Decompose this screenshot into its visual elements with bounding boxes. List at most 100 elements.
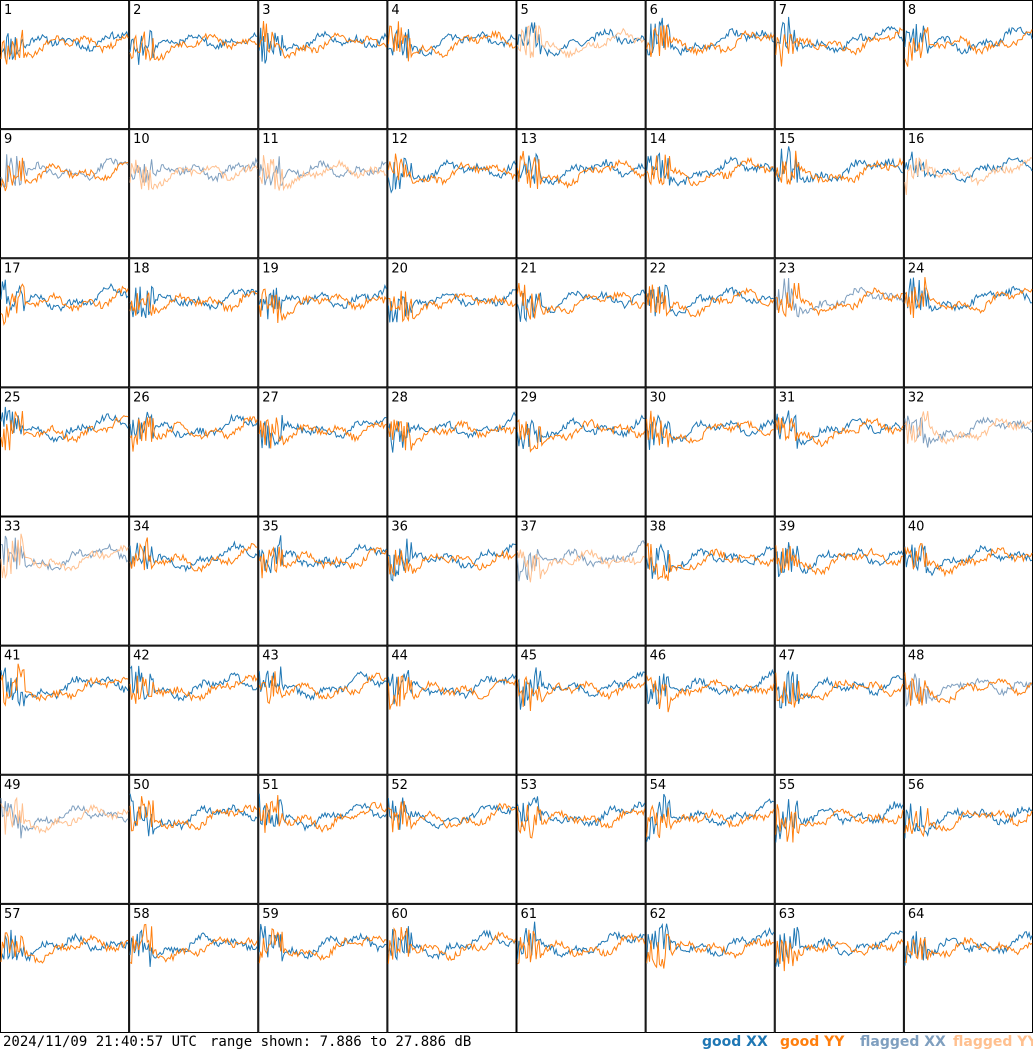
series-xx-good bbox=[775, 146, 904, 184]
panel-frame bbox=[903, 645, 1033, 775]
panel-frame bbox=[258, 516, 388, 646]
panel-frame bbox=[774, 258, 904, 388]
panel-frame bbox=[516, 258, 646, 388]
panel-label: 25 bbox=[4, 390, 21, 405]
panel-37: 37 bbox=[516, 516, 646, 646]
panel-label: 58 bbox=[133, 907, 150, 922]
panel-18: 18 bbox=[129, 258, 259, 388]
series-yy-good bbox=[387, 419, 516, 451]
series-yy-good bbox=[646, 542, 775, 581]
panel-frame bbox=[129, 645, 259, 775]
panel-frame bbox=[516, 903, 646, 1033]
panel-frame bbox=[0, 774, 130, 904]
panel-30: 30 bbox=[645, 387, 775, 517]
panel-label: 14 bbox=[650, 132, 667, 147]
panel-label: 60 bbox=[391, 907, 408, 922]
series-yy-good bbox=[646, 410, 774, 448]
panel-label: 62 bbox=[650, 907, 667, 922]
panel-label: 3 bbox=[262, 3, 270, 18]
series-yy-good bbox=[0, 932, 129, 964]
panel-frame bbox=[129, 903, 259, 1033]
legend-good-xx: good XX bbox=[702, 1034, 768, 1050]
series-xx-good bbox=[904, 23, 1033, 55]
panel-label: 51 bbox=[262, 778, 279, 793]
panel-13: 13 bbox=[516, 129, 646, 259]
panel-58: 58 bbox=[129, 903, 259, 1033]
panel-57: 57 bbox=[0, 903, 130, 1033]
panel-label: 55 bbox=[779, 778, 796, 793]
series-xx-flagged bbox=[775, 277, 904, 318]
series-yy-good bbox=[129, 31, 258, 62]
panel-frame bbox=[645, 645, 775, 775]
series-yy-good bbox=[904, 543, 1033, 578]
series-yy-flagged bbox=[0, 533, 129, 580]
panel-frame bbox=[129, 258, 259, 388]
panel-8: 8 bbox=[903, 0, 1033, 130]
series-yy-good bbox=[388, 801, 516, 833]
panel-frame bbox=[645, 774, 775, 904]
series-yy-good bbox=[904, 808, 1033, 838]
panel-label: 54 bbox=[650, 778, 667, 793]
series-xx-good bbox=[517, 22, 646, 57]
panel-label: 8 bbox=[908, 3, 916, 18]
panel-frame bbox=[258, 774, 388, 904]
panel-frame bbox=[903, 129, 1033, 259]
series-yy-good bbox=[258, 927, 387, 964]
panel-frame bbox=[774, 387, 904, 517]
series-yy-good bbox=[0, 663, 129, 707]
series-xx-good bbox=[0, 30, 129, 60]
series-xx-good bbox=[0, 667, 129, 707]
panel-frame bbox=[258, 258, 388, 388]
series-xx-flagged bbox=[0, 798, 129, 839]
panel-frame bbox=[387, 387, 517, 517]
panel-frame bbox=[129, 387, 259, 517]
panel-label: 42 bbox=[133, 649, 150, 664]
series-xx-good bbox=[387, 411, 516, 453]
series-xx-good bbox=[904, 544, 1033, 577]
panel-10: 10 bbox=[129, 129, 259, 259]
panel-3: 3 bbox=[258, 0, 388, 130]
series-xx-good bbox=[258, 535, 387, 574]
panel-label: 41 bbox=[4, 649, 21, 664]
panel-frame bbox=[774, 0, 904, 130]
series-xx-good bbox=[775, 16, 904, 54]
series-xx-good bbox=[517, 289, 646, 323]
series-xx-good bbox=[258, 27, 387, 64]
series-yy-good bbox=[646, 154, 774, 187]
panel-label: 28 bbox=[391, 390, 408, 405]
series-xx-good bbox=[775, 542, 904, 578]
panel-frame bbox=[387, 774, 517, 904]
series-yy-good bbox=[258, 546, 387, 579]
range-text: range shown: 7.886 to 27.886 dB bbox=[210, 1034, 472, 1050]
panel-19: 19 bbox=[258, 258, 388, 388]
panel-21: 21 bbox=[516, 258, 646, 388]
panel-frame bbox=[516, 645, 646, 775]
panel-label: 44 bbox=[391, 649, 408, 664]
panel-64: 64 bbox=[903, 903, 1033, 1033]
panel-56: 56 bbox=[903, 774, 1033, 904]
panel-frame bbox=[0, 516, 130, 646]
panel-14: 14 bbox=[645, 129, 775, 259]
panel-25: 25 bbox=[0, 387, 130, 517]
series-yy-good bbox=[129, 291, 258, 316]
legend-flagged-xx: flagged XX bbox=[860, 1034, 946, 1050]
panel-2: 2 bbox=[129, 0, 259, 130]
panel-label: 39 bbox=[779, 520, 796, 535]
series-xx-good bbox=[129, 540, 258, 573]
panel-20: 20 bbox=[387, 258, 517, 388]
panel-label: 10 bbox=[133, 132, 150, 147]
panel-frame bbox=[387, 903, 517, 1033]
series-xx-good bbox=[129, 411, 258, 440]
series-yy-flagged bbox=[0, 796, 129, 835]
panel-label: 1 bbox=[4, 3, 12, 18]
series-yy-good bbox=[775, 545, 903, 576]
panel-frame bbox=[645, 0, 775, 130]
series-yy-good bbox=[646, 284, 775, 318]
series-yy-good bbox=[517, 675, 646, 712]
series-yy-good bbox=[0, 410, 129, 451]
series-xx-good bbox=[775, 410, 903, 449]
series-yy-good bbox=[258, 417, 387, 449]
series-yy-good bbox=[775, 283, 903, 318]
panel-label: 48 bbox=[908, 649, 925, 664]
series-yy-good bbox=[517, 283, 645, 320]
